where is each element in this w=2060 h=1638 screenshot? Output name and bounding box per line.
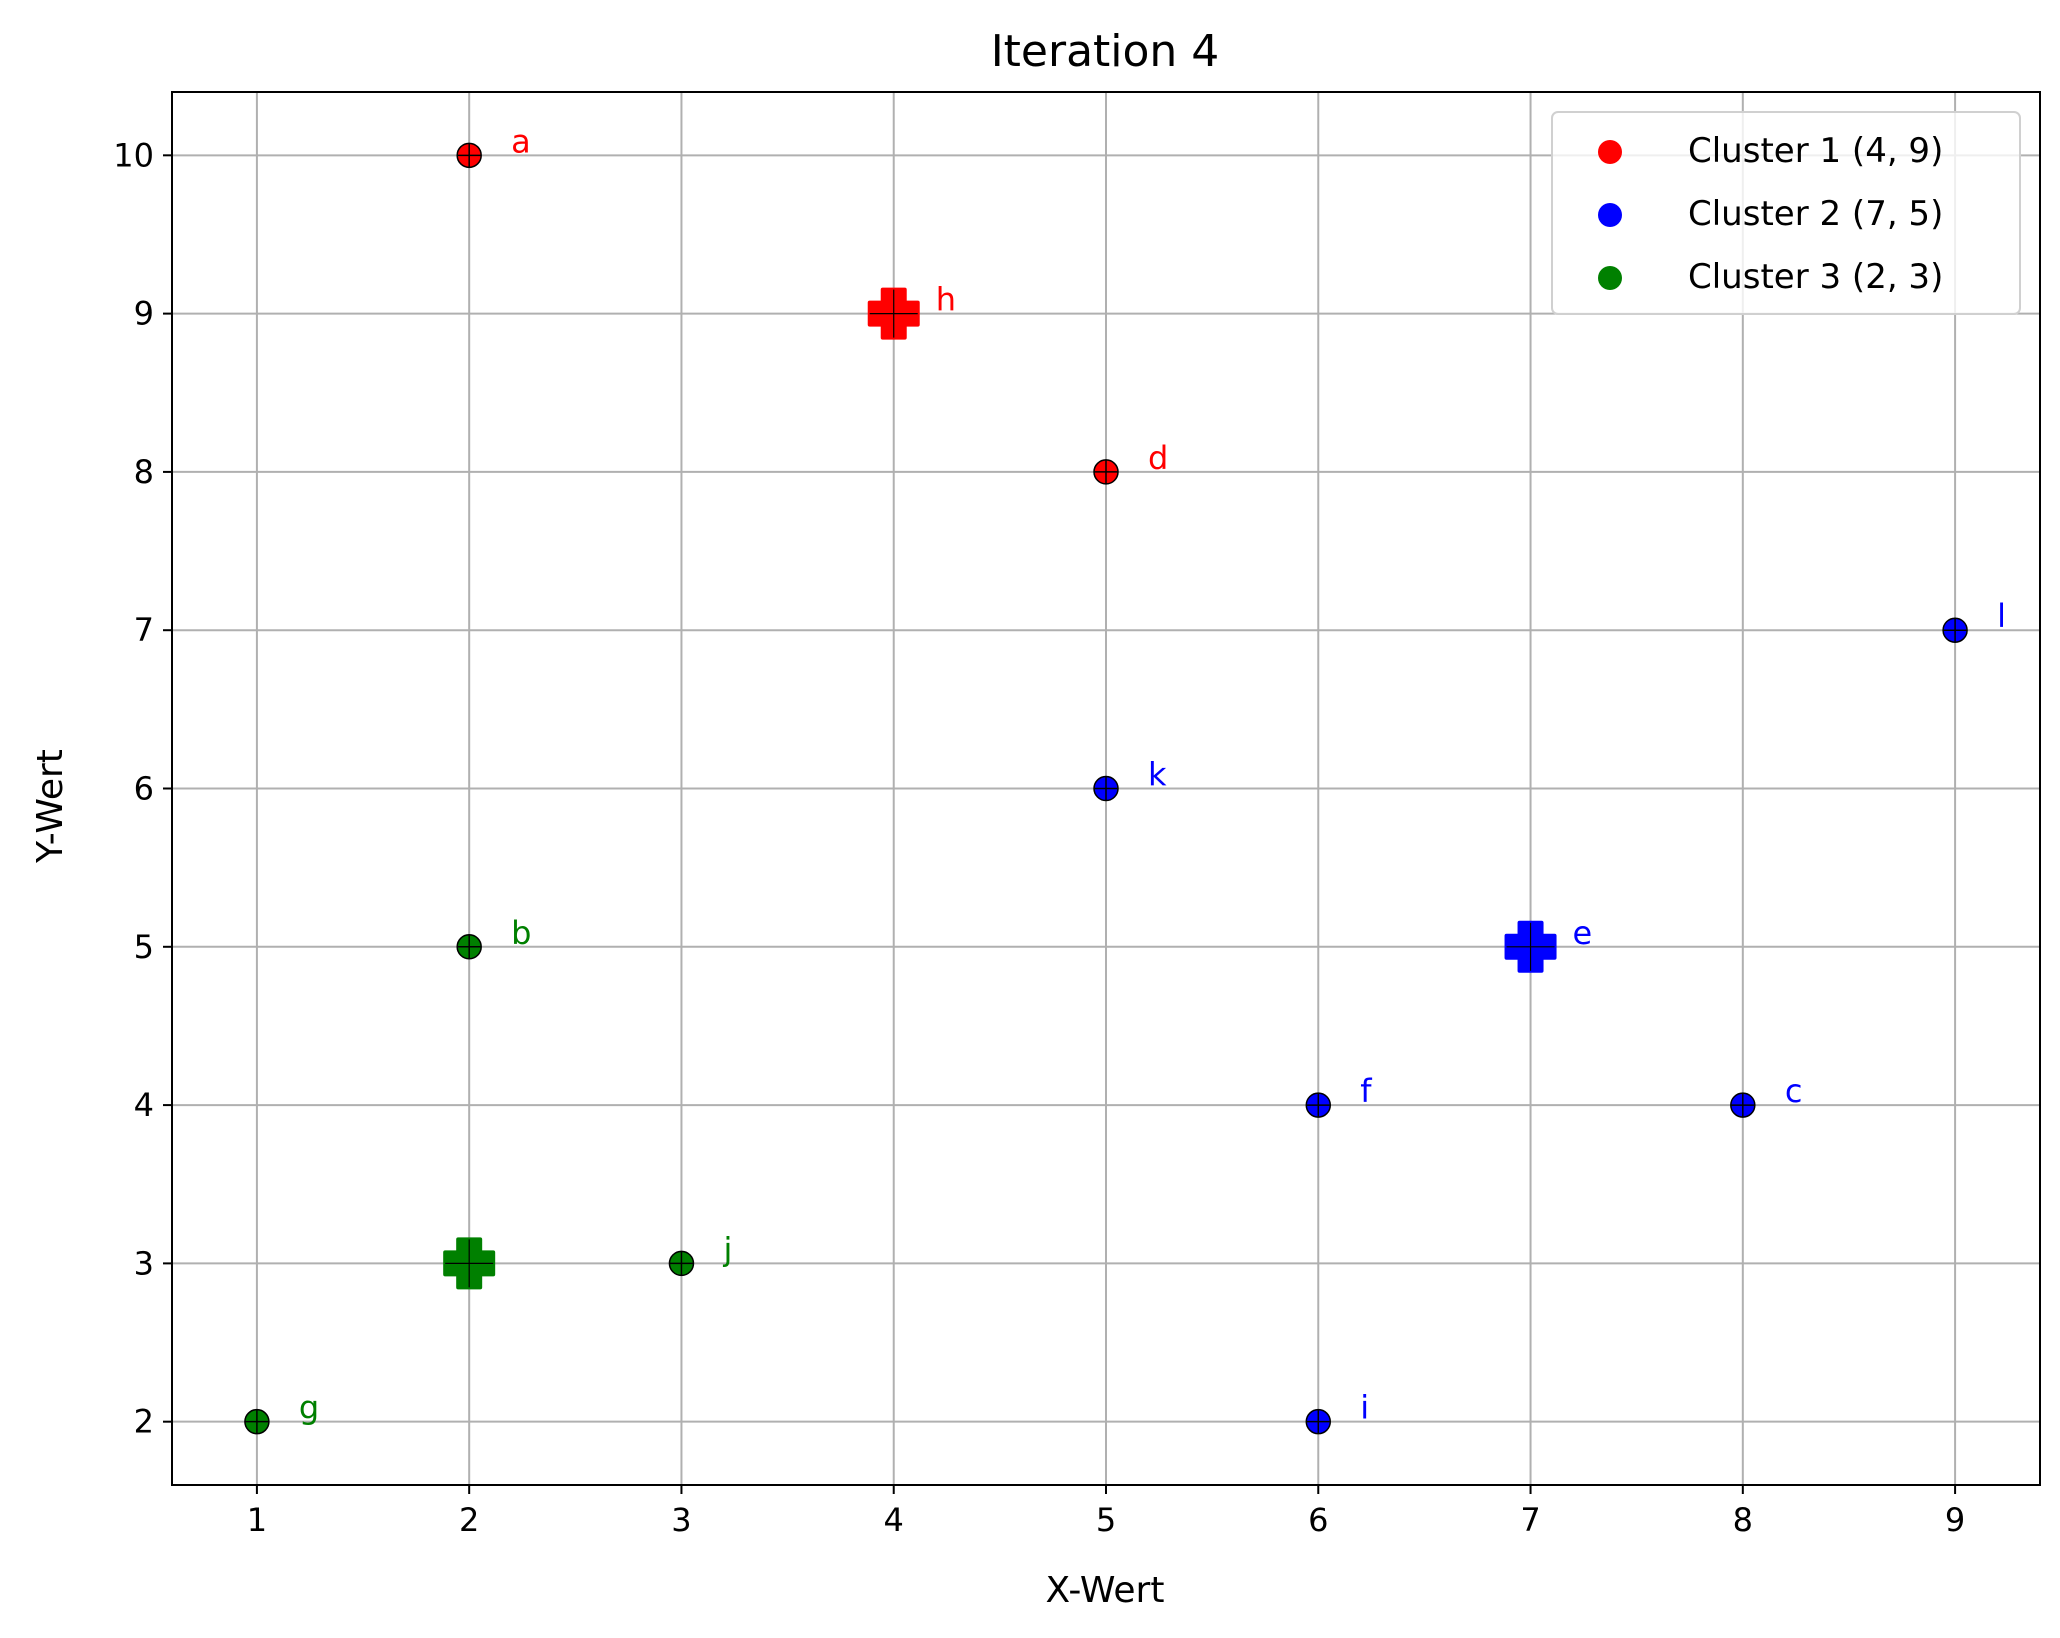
point-label: e [1573, 914, 1593, 952]
point-label: c [1785, 1072, 1803, 1110]
point-label: j [722, 1230, 732, 1268]
legend-entry: Cluster 2 (7, 5) [1688, 194, 1943, 234]
x-tick-label: 2 [459, 1501, 479, 1539]
x-tick-label: 3 [671, 1501, 691, 1539]
y-tick-label: 5 [134, 928, 154, 966]
y-tick-label: 10 [113, 136, 154, 174]
x-axis-label: X-Wert [1046, 1570, 1165, 1611]
legend-entry: Cluster 3 (2, 3) [1688, 257, 1943, 297]
point-label: a [511, 122, 531, 160]
y-tick-label: 4 [134, 1086, 154, 1124]
y-tick-label: 3 [134, 1244, 154, 1282]
y-tick-label: 9 [134, 295, 154, 333]
legend-marker [1598, 203, 1622, 227]
point-label: b [511, 914, 531, 952]
legend-marker [1598, 140, 1622, 164]
legend-marker [1598, 266, 1622, 290]
x-tick-label: 6 [1308, 1501, 1328, 1539]
point-label: h [936, 281, 956, 319]
y-tick-label: 6 [134, 770, 154, 808]
point-label: g [299, 1389, 319, 1427]
y-tick-label: 8 [134, 453, 154, 491]
chart-title: Iteration 4 [991, 26, 1220, 77]
x-tick-label: 5 [1096, 1501, 1116, 1539]
point-label: d [1148, 439, 1168, 477]
y-axis-label: Y-Wert [30, 749, 71, 864]
point-label: i [1360, 1389, 1369, 1427]
point-label: l [1997, 597, 2006, 635]
legend: Cluster 1 (4, 9) Cluster 2 (7, 5) Cluster … [1551, 111, 2021, 315]
x-tick-label: 8 [1733, 1501, 1753, 1539]
point-label: f [1360, 1072, 1372, 1110]
y-tick-label: 2 [134, 1403, 154, 1441]
legend-box [1551, 111, 2021, 315]
x-tick-label: 1 [247, 1501, 267, 1539]
axis-ticks: 1 2 3 4 5 6 7 8 9 2 3 4 5 6 7 8 9 10 [113, 136, 1965, 1539]
plot-frame [171, 91, 2041, 1486]
legend-entry: Cluster 1 (4, 9) [1688, 131, 1943, 171]
y-tick-label: 7 [134, 611, 154, 649]
x-tick-label: 9 [1945, 1501, 1965, 1539]
x-tick-label: 4 [884, 1501, 904, 1539]
x-tick-label: 7 [1520, 1501, 1540, 1539]
data-points: a d h k l f c i e b j g [244, 122, 2006, 1435]
point-label: k [1148, 756, 1167, 794]
